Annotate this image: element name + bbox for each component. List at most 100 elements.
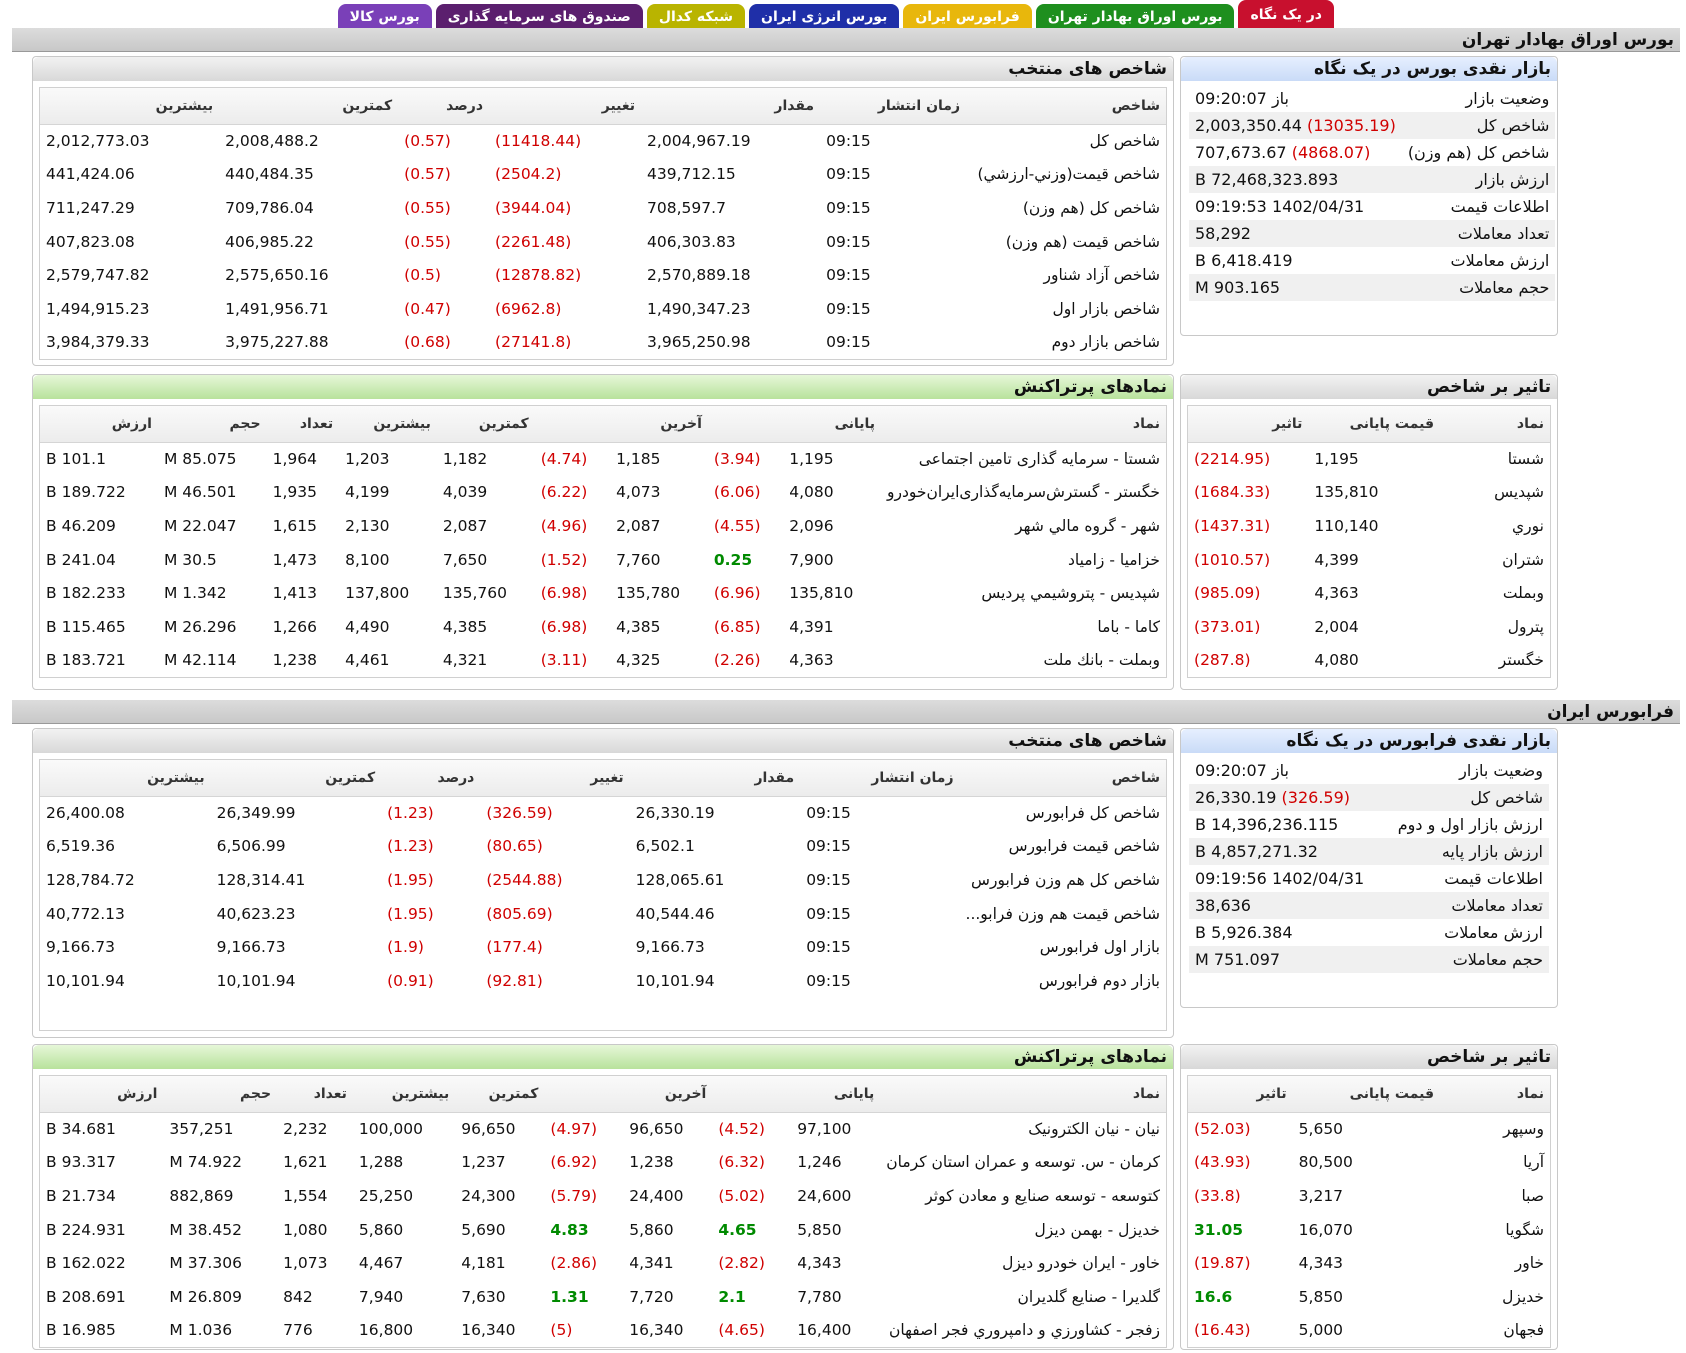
- table-row[interactable]: خدیزل - بهمن دیزل 5,850 4.65 5,860 4.83 5,690…: [40, 1213, 1166, 1247]
- symbol-name[interactable]: شاخص بازار دوم: [1051, 333, 1160, 352]
- symbol-name[interactable]: شگویا: [1505, 1220, 1544, 1239]
- tab-3[interactable]: بورس انرژی ایران: [749, 4, 900, 30]
- symbol-name[interactable]: شپدیس: [1494, 483, 1544, 502]
- table-row[interactable]: شپدیس - پتروشیمي پردیس 135,810 (6.96) 135,7…: [40, 576, 1166, 610]
- symbol-name[interactable]: شاخص قیمت(وزني-ارزشي): [977, 165, 1160, 184]
- table-row[interactable]: نیان - نیان الکترونیک 97,100 (4.52) 96,650 (…: [40, 1112, 1166, 1146]
- symbol-name[interactable]: گلدیرا - صنایع گلدیران: [1017, 1287, 1160, 1306]
- column-header[interactable]: نماد: [1440, 1076, 1550, 1113]
- table-row[interactable]: وسپهر 5,650 (52.03): [1188, 1112, 1550, 1146]
- symbol-name[interactable]: پترول: [1507, 617, 1544, 636]
- symbol-name[interactable]: زفجر - کشاورزي و دامپروري فجر اصفهان: [889, 1321, 1160, 1340]
- symbol-name[interactable]: شاخص قیمت (هم وزن): [1005, 232, 1160, 251]
- tab-4[interactable]: شبکه کدال: [646, 4, 745, 30]
- table-row[interactable]: فجهان 5,000 (16.43): [1188, 1314, 1550, 1348]
- table-row[interactable]: گلدیرا - صنایع گلدیران 7,780 2.1 7,720 1.31 7…: [40, 1280, 1166, 1314]
- column-header[interactable]: شاخص: [959, 760, 1166, 797]
- table-row[interactable]: زفجر - کشاورزي و دامپروري فجر اصفهان 16,4…: [40, 1314, 1166, 1348]
- symbol-name[interactable]: فجهان: [1503, 1321, 1544, 1340]
- table-row[interactable]: خزامیا - زامیاد 7,900 0.25 7,760 (1.52) 7,650…: [40, 543, 1166, 577]
- column-header[interactable]: آخرین: [623, 1076, 713, 1113]
- table-row[interactable]: شاخص قیمت (هم وزن) 09:15 406,303.83 (2261.4…: [40, 225, 1166, 259]
- column-header[interactable]: زمان انتشار: [800, 760, 960, 797]
- symbol-name[interactable]: شتران: [1502, 550, 1544, 569]
- table-row[interactable]: شاخص کل هم وزن فرابورس 09:15 128,065.61 (25…: [40, 863, 1166, 897]
- symbol-name[interactable]: خگستر: [1498, 651, 1544, 670]
- column-header[interactable]: ارزش: [40, 1076, 164, 1113]
- symbol-name[interactable]: وبملت: [1502, 584, 1544, 603]
- table-row[interactable]: کتوسعه - توسعه صنایع و معادن کوثر 24,600 (…: [40, 1179, 1166, 1213]
- symbol-name[interactable]: بازار اول فرابورس: [1039, 938, 1160, 957]
- column-header[interactable]: پایانی: [791, 1076, 881, 1113]
- symbol-name[interactable]: شستا: [1507, 450, 1544, 469]
- table-row[interactable]: شاخص کل (هم وزن) 09:15 708,597.7 (3944.04) (…: [40, 191, 1166, 225]
- table-row[interactable]: خاور - ایران خودرو دیزل 4,343 (2.82) 4,341 (…: [40, 1246, 1166, 1280]
- table-row[interactable]: شستا 1,195 (2214.95): [1188, 442, 1550, 476]
- table-row[interactable]: شاخص کل 09:15 2,004,967.19 (11418.44) (0.57)…: [40, 124, 1166, 158]
- column-header[interactable]: [712, 1076, 792, 1113]
- symbol-name[interactable]: کتوسعه - توسعه صنایع و معادن کوثر: [925, 1186, 1160, 1205]
- symbol-name[interactable]: شهر - گروه مالي شهر: [1015, 516, 1160, 535]
- column-header[interactable]: نماد: [1440, 406, 1550, 443]
- symbol-name[interactable]: خدیزل - بهمن دیزل: [1034, 1220, 1160, 1239]
- table-row[interactable]: شاخص آزاد شناور 09:15 2,570,889.18 (12878.8…: [40, 258, 1166, 292]
- column-header[interactable]: حجم: [163, 1076, 278, 1113]
- column-header[interactable]: آخرین: [610, 406, 708, 443]
- table-row[interactable]: شهر - گروه مالي شهر 2,096 (4.55) 2,087 (4.96…: [40, 509, 1166, 543]
- symbol-name[interactable]: شاخص کل فرابورس: [1025, 804, 1160, 823]
- column-header[interactable]: کمترین: [436, 406, 535, 443]
- column-header[interactable]: نماد: [880, 1076, 1166, 1113]
- symbol-name[interactable]: شاخص قیمت هم وزن فرابو...: [965, 904, 1160, 923]
- table-row[interactable]: وبملت - بانك ملت 4,363 (2.26) 4,325 (3.11) 4,…: [40, 644, 1166, 678]
- column-header[interactable]: قیمت پایانی: [1308, 406, 1440, 443]
- symbol-name[interactable]: خزامیا - زامیاد: [1068, 550, 1160, 569]
- symbol-name[interactable]: کرمان - س. توسعه و عمران استان کرمان: [886, 1153, 1160, 1172]
- column-header[interactable]: درصد: [381, 760, 481, 797]
- column-header[interactable]: کمترین: [219, 88, 399, 125]
- symbol-name[interactable]: شپدیس - پتروشیمي پردیس: [981, 584, 1160, 603]
- symbol-name[interactable]: شستا - سرمایه گذاری تامین اجتماعی: [918, 450, 1160, 469]
- column-header[interactable]: بیشترین: [40, 760, 211, 797]
- symbol-name[interactable]: خگستر - گسترش‌سرمایه‌گذاری‌ایران‌خودرو: [887, 483, 1160, 502]
- column-header[interactable]: حجم: [157, 406, 267, 443]
- symbol-name[interactable]: شاخص بازار اول: [1052, 299, 1160, 318]
- table-row[interactable]: کاما - باما 4,391 (6.85) 4,385 (6.98) 4,385 4,…: [40, 610, 1166, 644]
- table-row[interactable]: خدیزل 5,850 16.6: [1188, 1280, 1550, 1314]
- symbol-name[interactable]: صبا: [1521, 1186, 1544, 1205]
- column-header[interactable]: ارزش: [40, 406, 158, 443]
- table-row[interactable]: شاخص قیمت(وزني-ارزشي) 09:15 439,712.15 (250…: [40, 158, 1166, 192]
- table-row[interactable]: خگستر - گسترش‌سرمایه‌گذاری‌ایران‌خودرو 4,…: [40, 476, 1166, 510]
- table-row[interactable]: شاخص قیمت فرابورس 09:15 6,502.1 (80.65) (1.2…: [40, 830, 1166, 864]
- symbol-name[interactable]: وبملت - بانك ملت: [1043, 651, 1160, 670]
- table-row[interactable]: شاخص قیمت هم وزن فرابو... 09:15 40,544.46 (…: [40, 897, 1166, 931]
- tab-2[interactable]: فرابورس ایران: [903, 4, 1032, 30]
- table-row[interactable]: شستا - سرمایه گذاری تامین اجتماعی 1,195 (3…: [40, 442, 1166, 476]
- table-row[interactable]: نوري 110,140 (1437.31): [1188, 509, 1550, 543]
- table-row[interactable]: خگستر 4,080 (287.8): [1188, 644, 1550, 678]
- table-row[interactable]: بازار دوم فرابورس 09:15 10,101.94 (92.81) (0…: [40, 964, 1166, 998]
- symbol-name[interactable]: شاخص آزاد شناور: [1043, 266, 1161, 285]
- table-row[interactable]: بازار اول فرابورس 09:15 9,166.73 (177.4) (1.…: [40, 930, 1166, 964]
- column-header[interactable]: تاثیر: [1188, 1076, 1293, 1113]
- tab-1[interactable]: بورس اوراق بهادار تهران: [1035, 4, 1235, 30]
- column-header[interactable]: پایانی: [783, 406, 882, 443]
- table-row[interactable]: کرمان - س. توسعه و عمران استان کرمان 1,24…: [40, 1146, 1166, 1180]
- column-header[interactable]: [534, 406, 611, 443]
- table-row[interactable]: شاخص بازار اول 09:15 1,490,347.23 (6962.8) (…: [40, 292, 1166, 326]
- tab-0[interactable]: در یک نگاه: [1238, 0, 1334, 30]
- symbol-name[interactable]: شاخص کل هم وزن فرابورس: [971, 870, 1160, 889]
- symbol-name[interactable]: شاخص کل (هم وزن): [1022, 198, 1160, 217]
- symbol-name[interactable]: کاما - باما: [1097, 617, 1160, 636]
- column-header[interactable]: کمترین: [210, 760, 382, 797]
- symbol-name[interactable]: وسپهر: [1503, 1120, 1544, 1139]
- symbol-name[interactable]: خاور - ایران خودرو دیزل: [1002, 1254, 1160, 1273]
- column-header[interactable]: تعداد: [277, 1076, 353, 1113]
- column-header[interactable]: تغییر: [480, 760, 630, 797]
- column-header[interactable]: تاثیر: [1188, 406, 1309, 443]
- table-row[interactable]: صبا 3,217 (33.8): [1188, 1179, 1550, 1213]
- column-header[interactable]: تعداد: [266, 406, 340, 443]
- tab-6[interactable]: بورس کالا: [337, 4, 432, 30]
- column-header[interactable]: بیشترین: [352, 1076, 456, 1113]
- table-row[interactable]: آریا 80,500 (43.93): [1188, 1146, 1550, 1180]
- tab-5[interactable]: صندوق های سرمایه گذاری: [435, 4, 643, 30]
